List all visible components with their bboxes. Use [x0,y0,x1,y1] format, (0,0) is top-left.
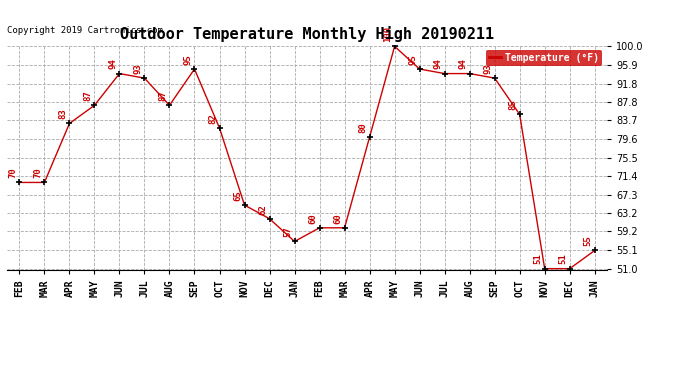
Text: 62: 62 [258,204,267,214]
Text: 87: 87 [83,90,92,101]
Text: 57: 57 [283,226,292,237]
Text: 51: 51 [533,254,542,264]
Text: 93: 93 [483,63,492,74]
Text: 51: 51 [558,254,567,264]
Text: 94: 94 [458,58,467,69]
Text: 95: 95 [183,54,192,65]
Text: 60: 60 [308,213,317,223]
Title: Outdoor Temperature Monthly High 20190211: Outdoor Temperature Monthly High 2019021… [120,27,494,42]
Text: 65: 65 [233,190,242,201]
Text: 82: 82 [208,113,217,124]
Text: 80: 80 [358,122,367,133]
Text: 70: 70 [33,168,42,178]
Text: 93: 93 [133,63,142,74]
Text: 95: 95 [408,54,417,65]
Text: 94: 94 [433,58,442,69]
Legend: Temperature (°F): Temperature (°F) [486,50,602,66]
Text: 100: 100 [383,26,392,42]
Text: 55: 55 [583,236,592,246]
Text: Copyright 2019 Cartronics.com: Copyright 2019 Cartronics.com [7,26,163,35]
Text: 83: 83 [58,108,67,119]
Text: 85: 85 [509,99,518,110]
Text: 94: 94 [108,58,117,69]
Text: 70: 70 [8,168,17,178]
Text: 87: 87 [158,90,167,101]
Text: 60: 60 [333,213,342,223]
